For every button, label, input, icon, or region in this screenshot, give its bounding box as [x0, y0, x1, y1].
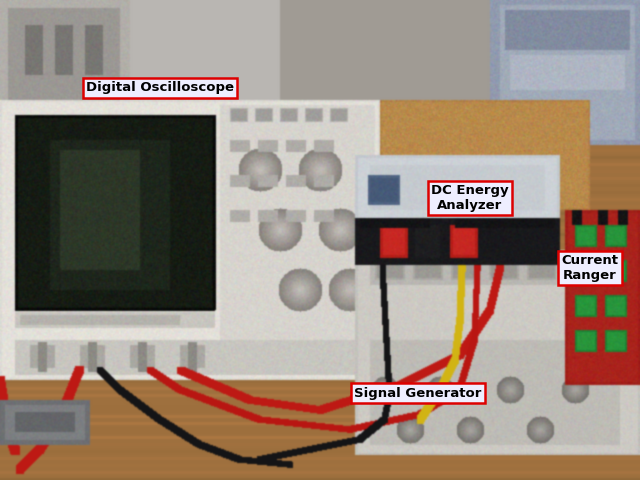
Text: Current
Ranger: Current Ranger — [561, 254, 618, 282]
Text: Signal Generator: Signal Generator — [355, 386, 482, 399]
Text: Digital Oscilloscope: Digital Oscilloscope — [86, 82, 234, 95]
Text: DC Energy
Analyzer: DC Energy Analyzer — [431, 184, 509, 212]
